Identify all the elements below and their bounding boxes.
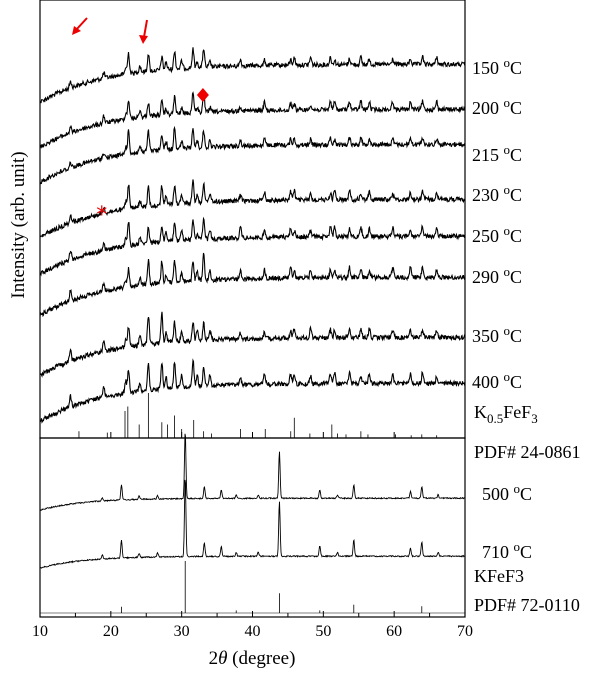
x-tick-label: 50 [315, 623, 331, 640]
series-label-350: 350 oC [472, 323, 522, 346]
red-diamond-marker [196, 88, 209, 102]
traces-layer [39, 47, 466, 569]
series-label-290: 290 oC [472, 264, 522, 287]
xrd-trace-150 [39, 47, 466, 104]
series-label-200: 200 oC [472, 95, 522, 118]
red-arrow-1-head [72, 26, 81, 35]
xrd-trace-350 [39, 311, 466, 378]
series-labels-layer: 150 oC 200 oC 215 oC 230 oC 250 oC 290 oC 350 … [472, 55, 532, 562]
xrd-trace-200 [39, 89, 466, 149]
series-label-400: 400 oC [472, 369, 522, 392]
ref1-pdf-label: PDF# 24-0861 [474, 442, 581, 462]
x-tick-label: 60 [386, 623, 402, 640]
series-label-250: 250 oC [472, 223, 522, 246]
x-tick-label: 30 [174, 623, 190, 640]
series-label-230: 230 oC [472, 182, 522, 205]
series-label-500: 500 oC [482, 481, 532, 504]
xrd-trace-710 [39, 479, 466, 569]
xrd-trace-500 [39, 433, 466, 511]
y-axis-title: Intensity (arb. unit) [8, 151, 29, 298]
red-star-marker: * [96, 203, 107, 228]
lower-panel-frame [39, 437, 466, 618]
x-tick-label: 10 [32, 623, 48, 640]
series-label-150: 150 oC [472, 55, 522, 78]
x-tick-label: 70 [457, 623, 473, 640]
x-tick-label: 20 [103, 623, 119, 640]
xrd-trace-400 [39, 358, 466, 424]
series-label-215: 215 oC [472, 142, 522, 165]
reference-sticks-layer [40, 393, 465, 614]
ref1-label: K0.5FeF3 [474, 402, 538, 426]
ref2-pdf-label: PDF# 72-0110 [474, 595, 580, 615]
series-label-710: 710 oC [482, 539, 532, 562]
xrd-trace-290 [39, 252, 466, 318]
xrd-trace-250 [39, 216, 466, 277]
xrd-trace-230 [39, 179, 466, 238]
x-axis-title: 2θ (degree) [209, 648, 296, 669]
red-arrow-2-head [139, 35, 148, 44]
red-arrow-1 [75, 17, 88, 31]
annotations-layer: * [72, 17, 209, 228]
x-ticks-layer: 10 20 30 40 50 60 70 [32, 432, 473, 640]
red-arrow-2 [143, 19, 148, 38]
xrd-trace-215 [39, 125, 466, 185]
x-tick-label: 40 [245, 623, 261, 640]
ref2-label: KFeF3 [474, 566, 524, 586]
